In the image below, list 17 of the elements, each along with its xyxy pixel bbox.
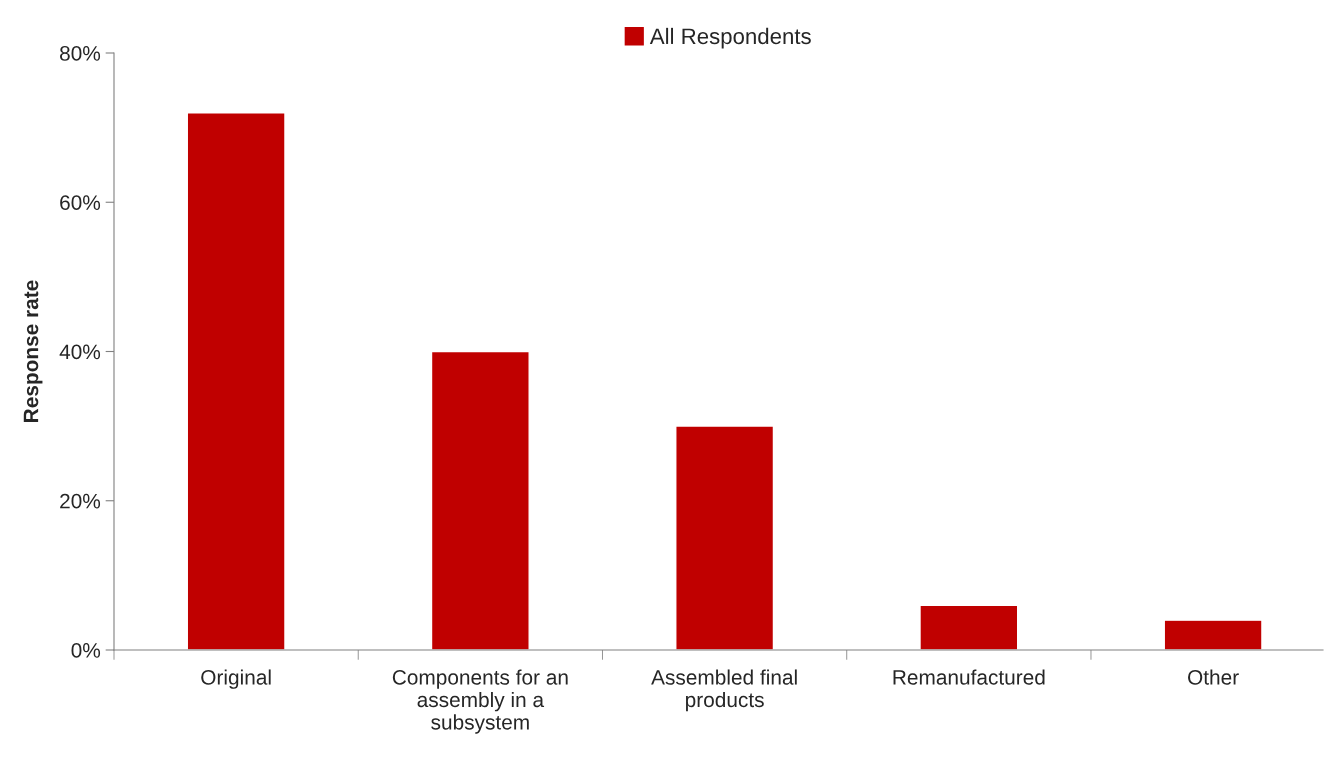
y-tick-label: 20% (60, 493, 101, 509)
bar (1163, 619, 1263, 650)
x-tick-label: Remanufactured (893, 669, 1045, 685)
bar (675, 425, 775, 650)
x-tick-label: Components for an assembly in a subsystem (392, 669, 568, 734)
y-tick-label: 80% (60, 46, 101, 61)
x-tick-label: Assembled final products (651, 669, 797, 712)
y-tick-label: 0% (71, 643, 101, 658)
x-tick-label: Other (1188, 669, 1239, 685)
legend-label: All Respondents (649, 27, 811, 49)
y-axis-title: Response rate (23, 280, 43, 422)
y-tick-label: 40% (59, 344, 101, 360)
x-tick-label: Original (201, 669, 271, 689)
bar (186, 112, 286, 650)
bar (919, 604, 1019, 650)
bar (430, 350, 530, 650)
y-tick-label: 60% (60, 195, 101, 210)
